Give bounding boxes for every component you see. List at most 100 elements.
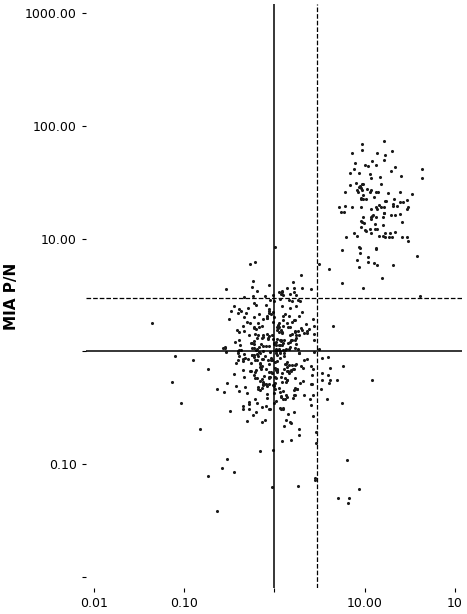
- Point: [380, 136, 388, 146]
- Point: [278, 368, 286, 378]
- Point: [315, 259, 323, 269]
- Point: [273, 333, 280, 343]
- Point: [357, 248, 364, 258]
- Point: [293, 330, 300, 340]
- Point: [253, 406, 260, 416]
- Point: [318, 368, 326, 378]
- Point: [248, 351, 255, 360]
- Point: [222, 284, 230, 294]
- Point: [380, 155, 388, 165]
- Point: [277, 392, 284, 402]
- Point: [391, 227, 399, 237]
- Point: [298, 307, 306, 317]
- Point: [310, 411, 317, 421]
- Point: [326, 376, 333, 386]
- Point: [273, 365, 280, 375]
- Point: [298, 325, 305, 335]
- Point: [262, 379, 270, 389]
- Point: [275, 287, 283, 297]
- Point: [313, 427, 320, 437]
- Point: [300, 390, 307, 400]
- Point: [292, 359, 300, 369]
- Point: [269, 381, 276, 391]
- Point: [273, 340, 280, 349]
- Point: [283, 392, 291, 402]
- Point: [189, 356, 197, 365]
- Point: [245, 397, 252, 407]
- Point: [268, 330, 276, 340]
- Point: [310, 390, 317, 400]
- Point: [348, 202, 355, 212]
- Y-axis label: MIA P/N: MIA P/N: [4, 262, 19, 330]
- Point: [357, 195, 364, 204]
- Point: [265, 379, 272, 389]
- Point: [241, 313, 248, 322]
- Point: [271, 357, 279, 367]
- Point: [277, 404, 284, 414]
- Point: [355, 262, 363, 272]
- Point: [399, 217, 406, 227]
- Point: [381, 228, 389, 238]
- Point: [226, 314, 233, 324]
- Point: [257, 362, 264, 371]
- Point: [235, 348, 242, 358]
- Point: [362, 226, 369, 236]
- Point: [268, 352, 275, 362]
- Point: [272, 397, 280, 406]
- Point: [341, 207, 348, 217]
- Point: [297, 323, 305, 333]
- Point: [283, 377, 290, 387]
- Point: [270, 381, 277, 391]
- Point: [266, 305, 273, 314]
- Point: [290, 277, 297, 287]
- Point: [266, 348, 274, 357]
- Point: [300, 356, 308, 365]
- Point: [368, 214, 375, 224]
- Point: [373, 187, 380, 197]
- Point: [269, 317, 276, 327]
- Point: [299, 363, 307, 373]
- Point: [278, 328, 286, 338]
- Point: [287, 342, 294, 352]
- Point: [318, 353, 326, 363]
- Point: [389, 201, 396, 211]
- Point: [340, 360, 347, 370]
- Point: [263, 381, 271, 391]
- Point: [274, 323, 282, 333]
- Point: [381, 208, 388, 218]
- Point: [241, 353, 249, 363]
- Point: [276, 403, 284, 413]
- Point: [310, 321, 317, 331]
- Point: [270, 338, 278, 348]
- Point: [276, 387, 284, 397]
- Point: [288, 329, 296, 339]
- Point: [269, 290, 277, 300]
- Point: [288, 317, 296, 327]
- Point: [270, 398, 278, 408]
- Point: [259, 402, 266, 412]
- Point: [278, 327, 286, 336]
- Point: [387, 166, 395, 176]
- Point: [283, 375, 291, 385]
- Point: [275, 319, 283, 328]
- Point: [388, 210, 395, 220]
- Point: [396, 187, 404, 196]
- Point: [284, 375, 291, 385]
- Point: [258, 339, 265, 349]
- Point: [267, 309, 275, 319]
- Point: [259, 362, 266, 371]
- Point: [273, 345, 281, 355]
- Point: [389, 232, 396, 242]
- Point: [368, 212, 375, 222]
- Point: [326, 363, 333, 373]
- Point: [281, 421, 288, 431]
- Point: [341, 187, 349, 197]
- Point: [265, 341, 272, 351]
- Point: [360, 194, 367, 204]
- Point: [291, 343, 299, 353]
- Point: [240, 371, 248, 381]
- Point: [278, 335, 285, 345]
- Point: [361, 219, 368, 228]
- Point: [368, 156, 376, 166]
- Point: [294, 344, 302, 354]
